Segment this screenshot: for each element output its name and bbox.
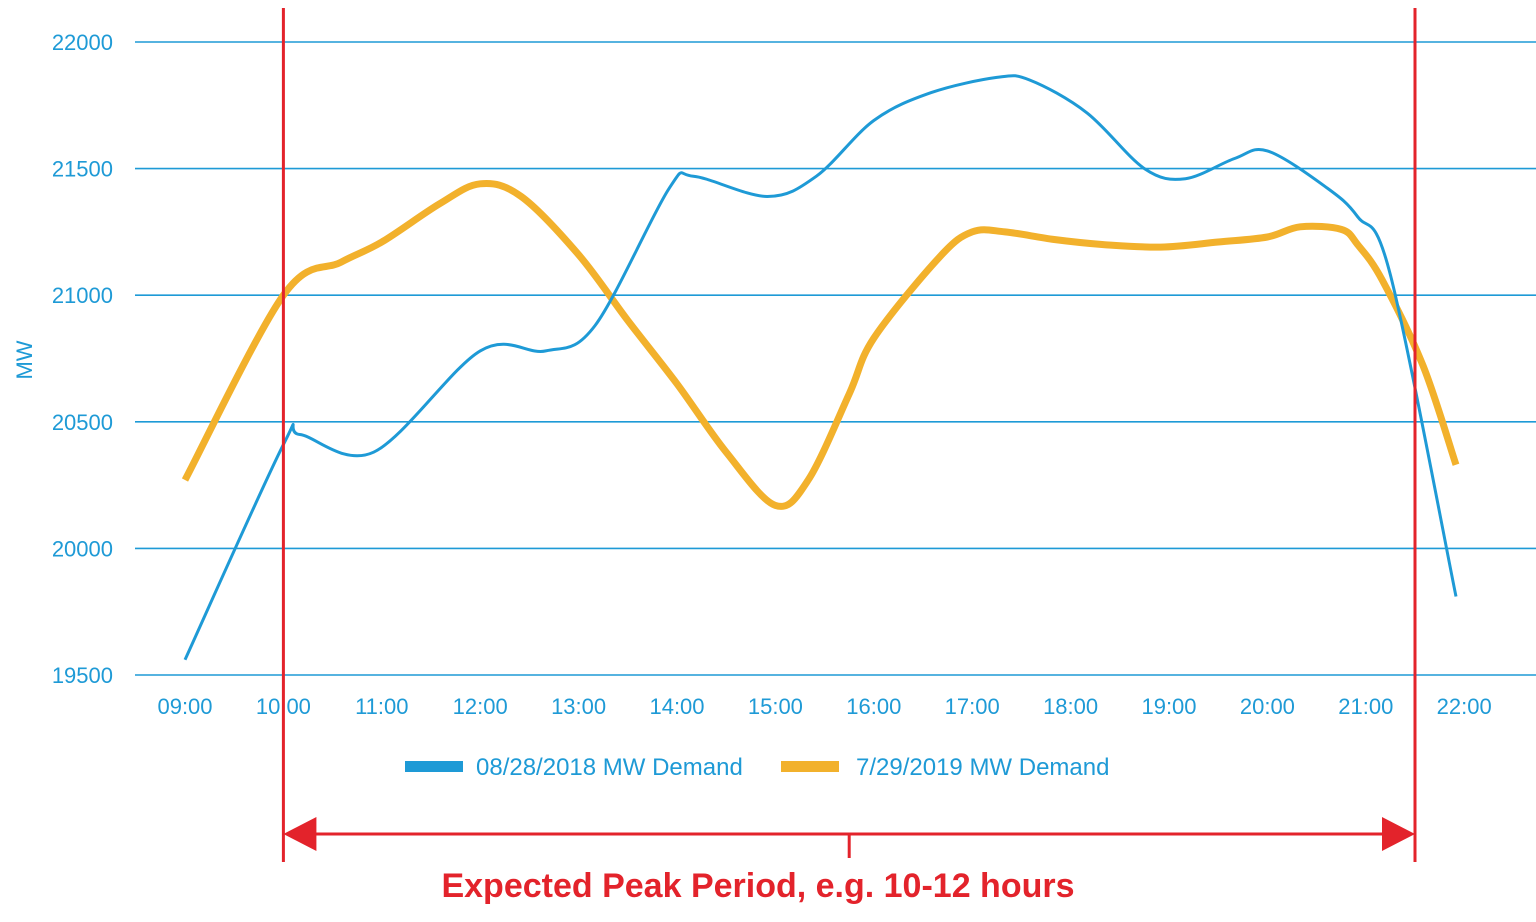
y-tick-label: 19500 bbox=[52, 663, 113, 688]
y-tick-label: 21000 bbox=[52, 283, 113, 308]
x-tick-label: 21:00 bbox=[1338, 694, 1393, 719]
peak-arrow-left-head bbox=[283, 817, 317, 851]
legend-swatch-2018 bbox=[405, 761, 463, 772]
peak-period-markers bbox=[281, 8, 1417, 862]
x-tick-label: 09:00 bbox=[157, 694, 212, 719]
series-line-2018 bbox=[183, 74, 1458, 661]
y-axis-ticks: 19500 20000 20500 21000 21500 22000 bbox=[52, 30, 113, 688]
x-tick-label: 15:00 bbox=[748, 694, 803, 719]
legend-label-2019: 7/29/2019 MW Demand bbox=[856, 754, 1109, 781]
x-tick-label: 12:00 bbox=[453, 694, 508, 719]
x-tick-label: 19:00 bbox=[1141, 694, 1196, 719]
y-axis-label: MW bbox=[12, 340, 37, 379]
x-tick-label: 11:00 bbox=[355, 694, 408, 719]
y-tick-label: 22000 bbox=[52, 30, 113, 55]
peak-arrow-right-head bbox=[1382, 817, 1415, 851]
x-tick-label: 14:00 bbox=[649, 694, 704, 719]
x-tick-label: 17:00 bbox=[945, 694, 1000, 719]
gridlines bbox=[135, 41, 1536, 676]
series-line-2019 bbox=[181, 179, 1460, 510]
x-tick-label: 13:00 bbox=[551, 694, 606, 719]
x-tick-label: 18:00 bbox=[1043, 694, 1098, 719]
y-tick-label: 21500 bbox=[52, 157, 113, 182]
legend: 08/28/2018 MW Demand 7/29/2019 MW Demand bbox=[405, 754, 1109, 781]
x-tick-label: 22:00 bbox=[1437, 694, 1492, 719]
series-lines bbox=[181, 74, 1460, 661]
y-tick-label: 20000 bbox=[52, 536, 113, 561]
x-tick-label: 20:00 bbox=[1240, 694, 1295, 719]
y-tick-label: 20500 bbox=[52, 410, 113, 435]
x-tick-label: 16:00 bbox=[846, 694, 901, 719]
x-axis-ticks: 09:00 10:00 11:00 12:00 13:00 14:00 15:00 16:00… bbox=[157, 694, 1491, 719]
legend-label-2018: 08/28/2018 MW Demand bbox=[476, 754, 743, 781]
legend-swatch-2019 bbox=[781, 761, 839, 772]
peak-period-label: Expected Peak Period, e.g. 10-12 hours bbox=[441, 867, 1074, 905]
